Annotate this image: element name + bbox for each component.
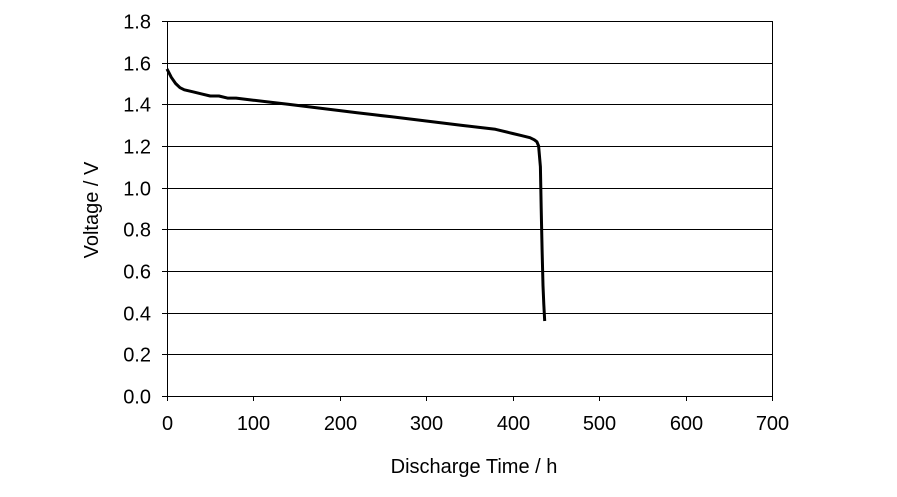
y-tick-label-6: 1.2 bbox=[123, 137, 151, 159]
y-tick-label-5: 1.0 bbox=[123, 179, 151, 201]
axes-layer bbox=[167, 21, 773, 397]
x-tick-label-1: 100 bbox=[237, 413, 270, 435]
x-tick-label-5: 500 bbox=[583, 413, 616, 435]
series-line-0 bbox=[165, 68, 547, 322]
y-tick-label-2: 0.4 bbox=[123, 304, 151, 326]
ticks-layer: 0.0 0.2 0.4 0.6 0.8 1.0 1.2 1.4 1.6 1.8 0 100 200 300… bbox=[123, 12, 789, 436]
x-tick-label-6: 600 bbox=[670, 413, 703, 435]
y-tick-label-1: 0.2 bbox=[123, 345, 151, 367]
series-layer bbox=[165, 68, 547, 322]
grid-layer bbox=[167, 21, 772, 355]
y-tick-label-9: 1.8 bbox=[123, 12, 151, 34]
x-tick-label-7: 700 bbox=[756, 413, 789, 435]
x-tick-label-4: 400 bbox=[497, 413, 530, 435]
x-axis-title: Discharge Time / h bbox=[391, 456, 558, 478]
x-tick-label-0: 0 bbox=[162, 413, 173, 435]
y-tick-label-4: 0.8 bbox=[123, 220, 151, 242]
y-tick-label-3: 0.6 bbox=[123, 262, 151, 284]
y-tick-label-7: 1.4 bbox=[123, 95, 151, 117]
y-tick-label-0: 0.0 bbox=[123, 387, 151, 409]
x-tick-label-2: 200 bbox=[324, 413, 357, 435]
x-tick-label-3: 300 bbox=[410, 413, 443, 435]
y-axis-title: Voltage / V bbox=[81, 161, 103, 258]
y-tick-label-8: 1.6 bbox=[123, 54, 151, 76]
